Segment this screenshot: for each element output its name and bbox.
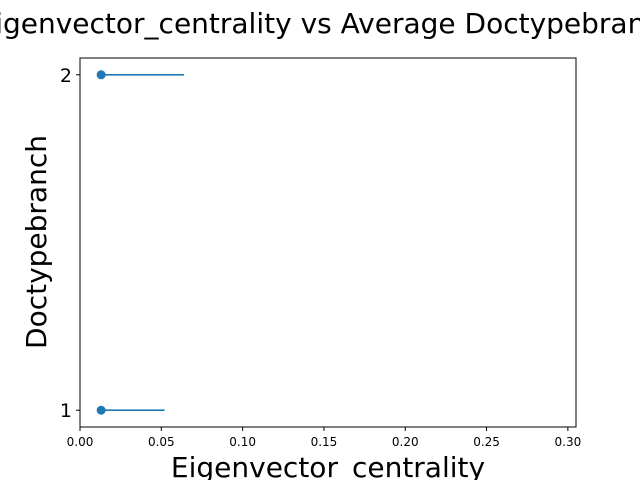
data-point bbox=[96, 70, 106, 80]
x-tick-label: 0.15 bbox=[311, 435, 338, 449]
x-tick-label: 0.00 bbox=[67, 435, 94, 449]
y-tick-label: 2 bbox=[60, 65, 72, 87]
plot-area: 0.00 0.05 0.10 0.15 0.20 0.25 0.30 1 2 bbox=[60, 65, 581, 449]
y-tick-label: 1 bbox=[60, 400, 72, 422]
plot-frame bbox=[79, 57, 577, 428]
data-point bbox=[96, 405, 106, 415]
y-axis-label: Doctypebranch bbox=[20, 135, 53, 349]
x-tick-label: 0.30 bbox=[555, 435, 582, 449]
x-tick-label: 0.10 bbox=[229, 435, 256, 449]
x-tick-label: 0.25 bbox=[473, 435, 500, 449]
x-axis-label: Eigenvector_centrality bbox=[171, 451, 485, 480]
x-tick-label: 0.20 bbox=[392, 435, 419, 449]
x-tick-label: 0.05 bbox=[148, 435, 175, 449]
chart-title: Eigenvector_centrality vs Average Doctyp… bbox=[0, 7, 640, 40]
